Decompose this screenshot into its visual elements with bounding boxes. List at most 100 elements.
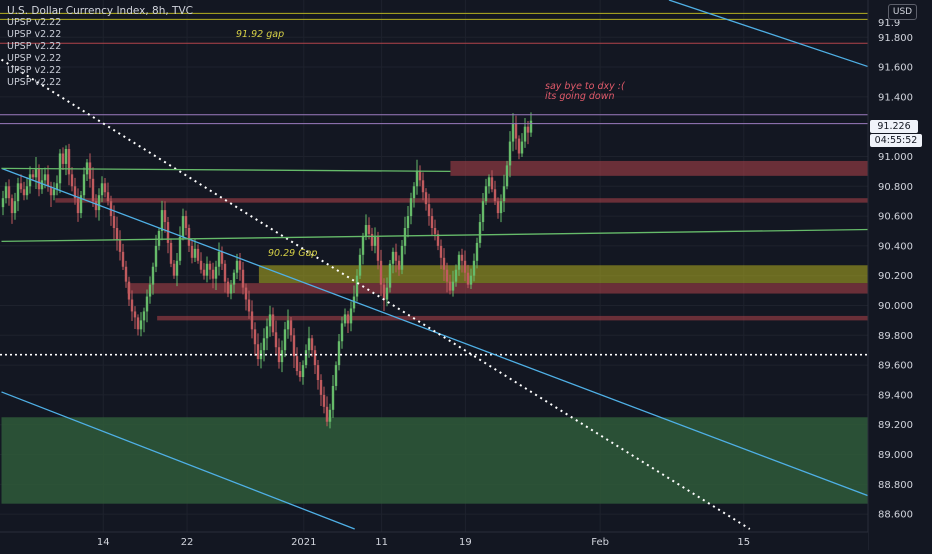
candle-body — [118, 239, 122, 252]
annotation-note-line2[interactable]: its going down — [545, 91, 615, 102]
price-axis-tick-label: 89.400 — [878, 390, 913, 401]
candle-body — [505, 165, 509, 187]
candle-body — [499, 201, 503, 214]
candle-body — [328, 409, 332, 422]
annotation-gap-upper[interactable]: 91.92 gap — [236, 29, 285, 40]
candle-body — [19, 183, 23, 190]
candle-body — [172, 263, 176, 276]
candle-body — [427, 204, 431, 217]
currency-badge[interactable]: USD — [888, 4, 917, 20]
candle-body — [253, 329, 257, 345]
candle-body — [244, 287, 248, 300]
candle-body — [13, 201, 17, 214]
candle-body — [82, 174, 86, 196]
candle-body — [247, 299, 251, 312]
candle-body — [67, 149, 71, 175]
candle-body — [187, 228, 191, 246]
time-axis-tick-label: 14 — [97, 537, 110, 548]
indicator-label[interactable]: UPSP v2.22 — [7, 41, 62, 52]
candle-body — [322, 394, 326, 407]
candle-body — [115, 228, 119, 240]
zone-rect[interactable] — [1, 417, 870, 504]
candle-body — [271, 314, 275, 333]
candle-body — [424, 192, 428, 205]
candle-body — [289, 320, 293, 336]
candle-body — [292, 335, 296, 357]
candle-body — [367, 225, 371, 234]
candle-body — [274, 332, 278, 348]
price-axis-tick-label: 91.000 — [878, 152, 913, 163]
trendline[interactable] — [1, 391, 355, 530]
candle-body — [433, 228, 437, 234]
candle-body — [235, 260, 239, 273]
zone-rect[interactable] — [55, 198, 870, 203]
zone-rect[interactable] — [450, 160, 870, 176]
zone-rect[interactable] — [157, 315, 870, 321]
candle-body — [313, 350, 317, 366]
candle-body — [325, 406, 329, 422]
price-axis-tick-label: 90.600 — [878, 212, 913, 223]
candle-body — [127, 281, 131, 300]
candle-body — [481, 201, 485, 223]
candle-body — [10, 198, 14, 214]
indicator-label[interactable]: UPSP v2.22 — [7, 65, 62, 76]
candle-body — [103, 183, 107, 193]
annotation-gap-lower[interactable]: 90.29 Gap — [268, 248, 318, 259]
indicator-label[interactable]: UPSP v2.22 — [7, 77, 62, 88]
candle-body — [472, 260, 476, 276]
candle-body — [409, 198, 413, 217]
candle-body — [514, 123, 518, 139]
candle-body — [64, 149, 68, 164]
candle-body — [361, 236, 365, 255]
candle-body — [88, 162, 92, 179]
candle-body — [400, 245, 404, 270]
candle-body — [463, 260, 467, 273]
time-axis[interactable] — [0, 532, 868, 550]
candle-body — [217, 251, 221, 267]
candle-body — [412, 186, 416, 199]
candle-body — [238, 260, 242, 270]
candle-body — [460, 254, 464, 261]
candle-body — [241, 269, 245, 288]
candle-body — [475, 242, 479, 261]
candle-body — [493, 189, 497, 202]
candle-body — [451, 281, 455, 291]
candle-body — [52, 189, 56, 196]
candle-body — [334, 365, 338, 386]
candle-body — [196, 248, 200, 261]
candle-body — [466, 272, 470, 285]
indicator-label[interactable]: UPSP v2.22 — [7, 17, 62, 28]
zone-rect[interactable] — [258, 265, 870, 284]
trendline[interactable] — [1, 228, 870, 243]
price-axis-tick-label: 90.400 — [878, 241, 913, 252]
price-axis-tick-label: 90.800 — [878, 182, 913, 193]
candle-body — [220, 251, 224, 264]
candle-body — [376, 236, 380, 261]
candle-body — [265, 326, 269, 339]
annotation-note-line1[interactable]: say bye to dxy :( — [545, 81, 625, 92]
drawing-layer[interactable] — [0, 0, 870, 530]
time-axis-tick-label: 15 — [737, 537, 750, 548]
candle-body — [298, 371, 302, 378]
candle-body — [280, 350, 284, 363]
trendline[interactable] — [1, 167, 870, 497]
trendline[interactable] — [668, 0, 870, 68]
price-axis[interactable] — [868, 0, 932, 550]
price-axis-tick-label: 91.9 — [878, 18, 900, 29]
indicator-label[interactable]: UPSP v2.22 — [7, 29, 62, 40]
indicator-label[interactable]: UPSP v2.22 — [7, 53, 62, 64]
candle-body — [4, 186, 8, 199]
zone-rect[interactable] — [127, 283, 870, 294]
candle-body — [331, 385, 335, 410]
candle-body — [136, 317, 140, 330]
trendline[interactable] — [1, 167, 451, 173]
candle-body — [397, 260, 401, 270]
chart-legend: U.S. Dollar Currency Index, 8h, TVC UPSP… — [7, 5, 193, 89]
candle-body — [379, 260, 383, 285]
symbol-title[interactable]: U.S. Dollar Currency Index, 8h, TVC — [7, 5, 193, 17]
candle-body — [61, 153, 65, 164]
candle-body — [349, 308, 353, 324]
